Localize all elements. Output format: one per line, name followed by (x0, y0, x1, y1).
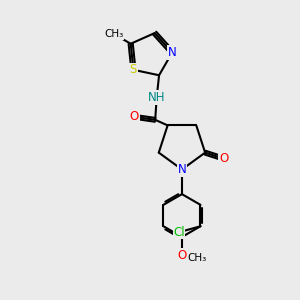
Text: CH₃: CH₃ (104, 29, 124, 39)
Text: N: N (178, 163, 186, 176)
Text: Cl: Cl (173, 226, 185, 239)
Text: N: N (168, 46, 176, 59)
Text: O: O (219, 152, 228, 165)
Text: O: O (130, 110, 139, 123)
Text: O: O (177, 249, 187, 262)
Text: CH₃: CH₃ (188, 253, 207, 263)
Text: S: S (130, 63, 137, 76)
Text: NH: NH (148, 91, 165, 104)
